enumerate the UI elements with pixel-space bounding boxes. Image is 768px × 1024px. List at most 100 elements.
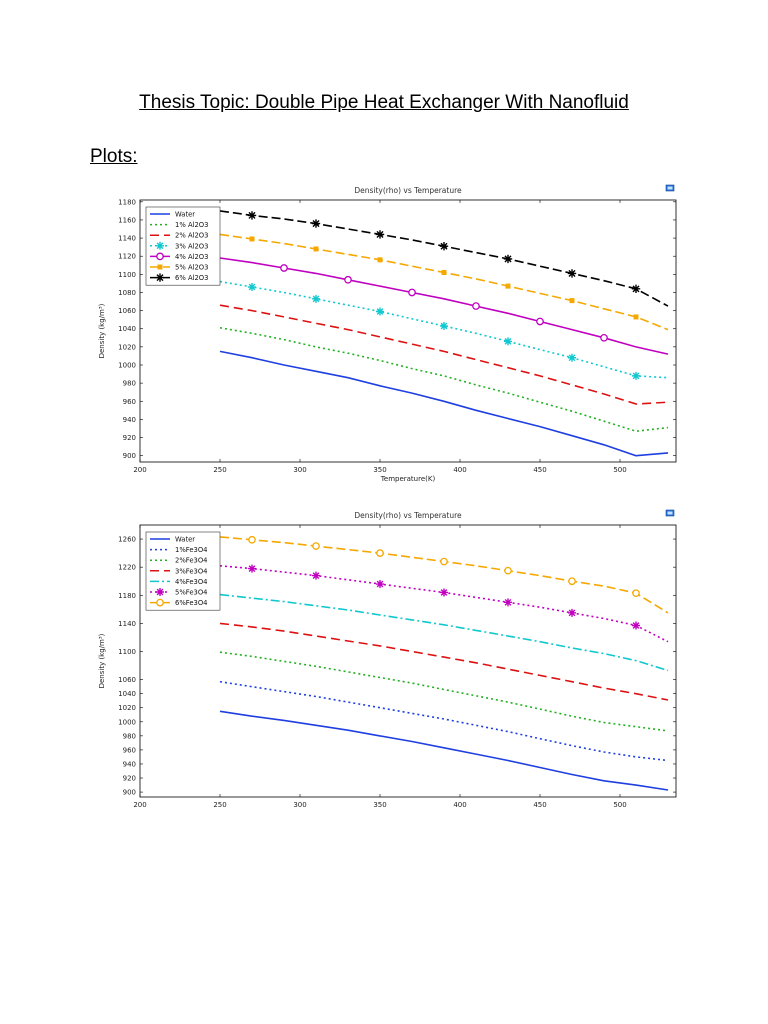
y-tick-label: 960 xyxy=(123,398,136,406)
legend-entry-6pctfe3o4: 6%Fe3O4 xyxy=(175,599,208,607)
data-point-5pctfe3o4 xyxy=(440,588,448,597)
data-point-5pct-al2o3 xyxy=(441,270,447,276)
data-point-4pct-al2o3 xyxy=(472,302,480,310)
y-tick-label: 1040 xyxy=(118,325,136,333)
legend-marker xyxy=(156,252,164,261)
series-3pct-al2o3 xyxy=(219,280,669,380)
series-line-3pctfe3o4 xyxy=(219,622,669,701)
y-tick-label: 1000 xyxy=(118,361,136,369)
y-tick-label: 1040 xyxy=(118,690,136,698)
y-tick-label: 960 xyxy=(123,746,136,754)
series-1pct-al2o3 xyxy=(219,327,669,433)
legend-entry-2pct-al2o3: 2% Al2O3 xyxy=(175,232,208,240)
chart-title: Density(rho) vs Temperature xyxy=(354,511,462,520)
density-chart-fe3o4: Density(rho) vs Temperature 200 250 300 350 4… xyxy=(98,509,677,809)
series-line-1pctfe3o4 xyxy=(219,680,669,762)
data-point-3pct-al2o3 xyxy=(248,283,256,292)
x-tick-label: 400 xyxy=(453,466,466,474)
x-tick-label: 200 xyxy=(133,801,146,809)
series-line-water xyxy=(219,350,669,457)
y-axis-label: Density (kg/m³) xyxy=(98,633,106,688)
export-icon[interactable] xyxy=(665,509,675,517)
series-line-6pct-al2o3 xyxy=(219,210,669,307)
plot-frame xyxy=(139,524,677,798)
series-line-water xyxy=(219,710,669,791)
data-point-5pct-al2o3 xyxy=(313,246,319,252)
series-line-2pctfe3o4 xyxy=(219,651,669,732)
x-tick-label: 200 xyxy=(133,466,146,474)
legend-entry-2pctfe3o4: 2%Fe3O4 xyxy=(175,557,208,565)
data-point-6pctfe3o4 xyxy=(248,535,256,544)
data-point-3pct-al2o3 xyxy=(312,294,320,303)
legend-entry-5pct-al2o3: 5% Al2O3 xyxy=(175,264,208,272)
legend-marker xyxy=(156,241,164,250)
y-tick-label: 920 xyxy=(123,434,136,442)
series-2pct-al2o3 xyxy=(219,304,669,405)
legend-entry-1pctfe3o4: 1%Fe3O4 xyxy=(175,546,208,554)
y-tick-label: 940 xyxy=(123,760,136,768)
series-5pct-al2o3 xyxy=(219,233,669,331)
data-point-6pct-al2o3 xyxy=(439,242,449,251)
data-point-6pctfe3o4 xyxy=(568,577,576,586)
data-point-5pctfe3o4 xyxy=(248,564,256,573)
data-point-5pct-al2o3 xyxy=(505,283,511,289)
y-tick-label: 1160 xyxy=(118,216,136,224)
x-axis-label: Temperature(K) xyxy=(380,475,436,483)
series-line-4pct-al2o3 xyxy=(219,257,669,355)
y-tick-label: 1180 xyxy=(118,198,136,206)
data-point-5pct-al2o3 xyxy=(377,257,383,263)
series-6pct-al2o3 xyxy=(219,210,669,307)
data-point-5pctfe3o4 xyxy=(504,598,512,607)
data-point-4pct-al2o3 xyxy=(344,275,352,284)
series-line-2pct-al2o3 xyxy=(219,304,669,405)
legend-entry-4pct-al2o3: 4% Al2O3 xyxy=(175,253,208,261)
series-line-4pctfe3o4 xyxy=(219,593,669,672)
data-point-6pctfe3o4 xyxy=(376,549,384,557)
y-tick-label: 1100 xyxy=(118,648,136,656)
density-chart-al2o3: Density(rho) vs Temperature 200 250 300 350 4… xyxy=(98,184,677,483)
series-line-5pctfe3o4 xyxy=(219,565,669,643)
plot-frame xyxy=(139,199,677,463)
legend-marker xyxy=(155,273,165,282)
series-line-1pct-al2o3 xyxy=(219,327,669,433)
y-tick-label: 1020 xyxy=(118,343,136,351)
series-5pctfe3o4 xyxy=(219,564,669,643)
export-icon[interactable] xyxy=(665,184,675,192)
data-point-6pct-al2o3 xyxy=(503,254,513,264)
data-point-6pctfe3o4 xyxy=(440,557,448,566)
series-line-6pctfe3o4 xyxy=(219,536,669,614)
data-point-3pct-al2o3 xyxy=(632,371,640,380)
legend-entry-water: Water xyxy=(175,536,195,544)
legend-entry-1pct-al2o3: 1% Al2O3 xyxy=(175,221,208,229)
y-tick-label: 1020 xyxy=(118,704,136,712)
data-point-3pct-al2o3 xyxy=(376,307,384,316)
series-1pctfe3o4 xyxy=(219,680,669,762)
data-point-5pctfe3o4 xyxy=(312,571,320,580)
series-4pct-al2o3 xyxy=(219,257,669,355)
series-water xyxy=(219,710,669,791)
series-3pctfe3o4 xyxy=(219,622,669,701)
x-tick-label: 500 xyxy=(613,466,626,474)
legend-entry-3pctfe3o4: 3%Fe3O4 xyxy=(175,567,208,575)
x-tick-label: 400 xyxy=(453,801,466,809)
data-point-4pct-al2o3 xyxy=(408,288,416,297)
y-tick-label: 1080 xyxy=(118,289,136,297)
data-point-5pctfe3o4 xyxy=(376,580,384,589)
y-tick-label: 1060 xyxy=(118,676,136,684)
series-4pctfe3o4 xyxy=(219,593,669,672)
data-point-6pct-al2o3 xyxy=(631,284,641,294)
y-tick-label: 1140 xyxy=(118,620,136,628)
x-tick-label: 450 xyxy=(533,466,546,474)
series-line-3pct-al2o3 xyxy=(219,280,669,379)
y-tick-label: 980 xyxy=(123,380,136,388)
legend-entry-3pct-al2o3: 3% Al2O3 xyxy=(175,242,208,250)
data-point-5pctfe3o4 xyxy=(632,621,640,630)
x-tick-label: 500 xyxy=(613,801,626,809)
data-point-3pct-al2o3 xyxy=(568,353,576,362)
y-tick-label: 1260 xyxy=(118,536,136,544)
y-tick-label: 900 xyxy=(123,452,136,460)
data-point-6pctfe3o4 xyxy=(504,566,512,575)
y-tick-label: 1220 xyxy=(118,564,136,572)
y-tick-label: 1180 xyxy=(118,592,136,600)
series-water xyxy=(219,350,669,457)
